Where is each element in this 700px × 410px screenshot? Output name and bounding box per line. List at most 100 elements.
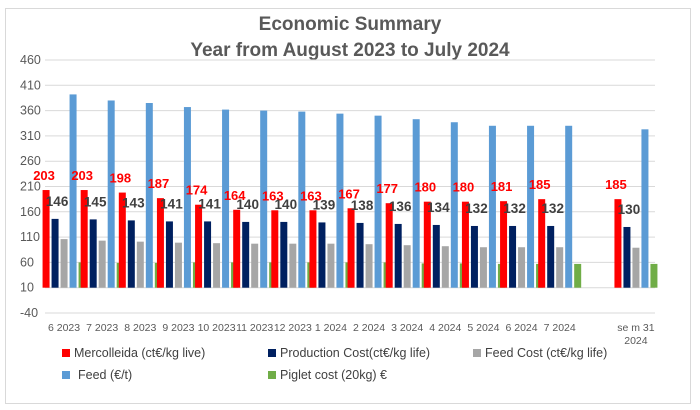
legend-item-feed-cost: Feed Cost (ct€/kg life) [473,346,607,360]
bar-2 [251,243,259,288]
x-tick-label: 9 2023 [162,322,194,334]
bar-2 [518,247,526,288]
bar-3 [527,125,535,288]
bar-3 [260,110,268,288]
data-label: 177 [376,181,398,196]
bar-2 [403,245,411,288]
bar-1 [51,218,59,288]
legend-swatch [268,349,276,357]
legend-swatch [62,349,70,357]
bar-1 [432,224,440,288]
legend-item-production-cost: Production Cost(ct€/kg life) [268,346,430,360]
bar-3 [222,109,230,288]
y-tick-label: 410 [20,78,41,92]
data-label: 138 [351,198,374,213]
bar-3 [641,129,649,288]
data-label: 139 [313,197,336,212]
bar-3 [412,119,420,288]
bar-1 [89,219,97,288]
bar-0 [80,190,88,288]
bar-0 [461,201,469,288]
bar-1 [242,221,250,288]
y-tick-label: 260 [20,154,41,168]
y-tick-label: 160 [20,205,41,219]
chart-title: Economic Summary [258,14,442,35]
data-label: 185 [529,177,551,192]
legend-label: Production Cost(ct€/kg life) [280,346,431,360]
bar-1 [280,221,288,288]
bar-1 [470,225,478,288]
data-label: 180 [414,180,436,195]
legend-item-feed: Feed (€/t) [62,368,132,382]
bar-4 [574,263,582,288]
data-label: 185 [605,177,627,192]
data-label: 180 [453,180,475,195]
bar-1 [127,220,135,288]
data-label: 203 [33,168,55,183]
x-tick-label: 10 2023 [198,322,236,334]
bar-1 [356,222,364,288]
bar-0 [42,190,50,288]
y-tick-label: 310 [20,129,41,143]
legend-swatch [62,371,70,379]
bar-2 [136,241,144,288]
bar-2 [441,246,449,288]
bar-0 [271,210,279,288]
x-tick-label: se m 31 [617,322,655,334]
bar-3 [450,122,458,288]
bar-1 [394,223,402,288]
bar-3 [69,94,77,288]
chart-subtitle: Year from August 2023 to July 2024 [190,40,510,61]
bar-2 [556,247,564,288]
data-label: 146 [46,194,69,209]
bar-1 [547,225,555,288]
bar-3 [145,103,153,288]
bar-2 [365,244,373,288]
legend-label: Feed Cost (ct€/kg life) [485,346,608,360]
bar-0 [385,203,393,288]
x-tick-label: 6 2023 [48,322,80,334]
data-label: 143 [122,195,145,210]
x-tick-label: 7 2024 [544,322,576,334]
bar-0 [347,208,355,288]
bar-2 [289,243,297,288]
bar-0 [614,199,622,288]
bar-1 [318,222,326,288]
bar-1 [509,225,517,288]
y-tick-label: 210 [20,180,41,194]
bar-1 [204,221,212,288]
y-tick-label: 360 [20,104,41,118]
data-label: 132 [503,201,526,216]
data-label: 167 [338,186,360,201]
legend-item-mercolleida: Mercolleida (ct€/kg live) [62,346,205,360]
bar-3 [107,100,115,288]
y-tick-label: 60 [20,255,34,269]
bar-3 [336,113,344,288]
bar-3 [565,125,573,288]
legend-label: Piglet cost (20kg) € [280,368,387,382]
x-tick-label: 4 2024 [429,322,461,334]
data-label: 140 [275,197,298,212]
legend-label: Feed (€/t) [78,368,133,382]
y-tick-label: 110 [20,230,40,244]
legend-swatch [473,349,481,357]
x-tick-label: 1 2024 [315,322,347,334]
x-tick-label: 2 2024 [353,322,385,334]
legend-swatch [268,371,276,379]
data-label: 181 [491,179,513,194]
data-label: 136 [389,199,412,214]
bar-3 [298,111,306,288]
x-tick-label: 11 2023 [236,322,273,334]
bar-0 [195,204,203,288]
data-label: 164 [224,188,246,203]
y-tick-label: 10 [20,281,34,295]
data-label: 174 [186,183,208,198]
bar-2 [98,240,106,288]
x-tick-label: 5 2024 [467,322,499,334]
x-tick-label: 8 2023 [124,322,156,334]
data-label: 132 [541,201,564,216]
data-label: 198 [109,171,131,186]
data-label: 130 [618,202,641,217]
x-tick-label: 6 2024 [506,322,538,334]
